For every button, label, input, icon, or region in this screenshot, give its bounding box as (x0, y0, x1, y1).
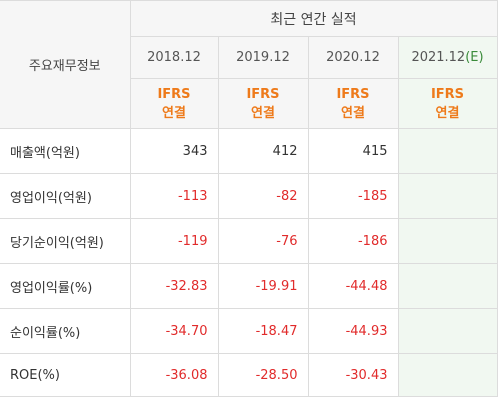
value-cell-estimate (397, 173, 498, 219)
value-cell-estimate (397, 353, 498, 397)
value-cell-estimate (397, 128, 498, 174)
row-label: 영업이익(억원) (0, 173, 131, 219)
table-row-revenue: 매출액(억원) 343 412 415 (0, 128, 498, 174)
value-cell: -82 (217, 173, 309, 219)
row-label: 순이익률(%) (0, 308, 131, 354)
table-row-operating-margin: 영업이익률(%) -32.83 -19.91 -44.48 (0, 263, 498, 309)
group-header: 최근 연간 실적 (129, 0, 498, 37)
row-label: ROE(%) (0, 353, 131, 397)
period-header: 2020.12 (307, 36, 399, 79)
value-cell-estimate (397, 218, 498, 264)
value-cell-estimate (397, 308, 498, 354)
period-header: 2018.12 (129, 36, 219, 79)
estimate-mark: (E) (465, 50, 484, 65)
value-cell: -44.93 (307, 308, 399, 354)
table-row-net-income: 당기순이익(억원) -119 -76 -186 (0, 218, 498, 264)
period-label: 2021.12 (411, 50, 466, 65)
table-row-operating-income: 영업이익(억원) -113 -82 -185 (0, 173, 498, 219)
value-cell: -119 (129, 218, 219, 264)
period-label: 2018.12 (147, 50, 201, 65)
consolidation-label: 연결 (435, 105, 460, 121)
ifrs-label: IFRS (246, 86, 280, 102)
consolidation-label: 연결 (341, 105, 365, 121)
row-label: 매출액(억원) (0, 128, 131, 174)
value-cell: 412 (217, 128, 309, 174)
ifrs-label: IFRS (336, 86, 370, 102)
period-label: 2020.12 (326, 50, 380, 65)
value-cell: -30.43 (307, 353, 399, 397)
accounting-basis: IFRS 연결 (307, 78, 399, 129)
value-cell: -185 (307, 173, 399, 219)
value-cell-estimate (397, 263, 498, 309)
value-cell: -19.91 (217, 263, 309, 309)
value-cell: -18.47 (217, 308, 309, 354)
ifrs-label: IFRS (157, 86, 191, 102)
value-cell: -34.70 (129, 308, 219, 354)
accounting-basis: IFRS 연결 (217, 78, 309, 129)
value-cell: -32.83 (129, 263, 219, 309)
period-header-estimate: 2021.12(E) (397, 36, 498, 79)
value-cell: -28.50 (217, 353, 309, 397)
value-cell: -113 (129, 173, 219, 219)
row-header-title: 주요재무정보 (0, 0, 131, 129)
value-cell: -44.48 (307, 263, 399, 309)
consolidation-label: 연결 (162, 105, 186, 121)
table-row-net-margin: 순이익률(%) -34.70 -18.47 -44.93 (0, 308, 498, 354)
value-cell: -76 (217, 218, 309, 264)
row-label: 당기순이익(억원) (0, 218, 131, 264)
value-cell: -36.08 (129, 353, 219, 397)
accounting-basis: IFRS 연결 (397, 78, 498, 129)
value-cell: -186 (307, 218, 399, 264)
consolidation-label: 연결 (251, 105, 275, 121)
value-cell: 343 (129, 128, 219, 174)
row-label: 영업이익률(%) (0, 263, 131, 309)
table-row-roe: ROE(%) -36.08 -28.50 -30.43 (0, 353, 498, 397)
value-cell: 415 (307, 128, 399, 174)
accounting-basis: IFRS 연결 (129, 78, 219, 129)
period-label: 2019.12 (236, 50, 290, 65)
ifrs-label: IFRS (430, 86, 465, 102)
period-header: 2019.12 (217, 36, 309, 79)
